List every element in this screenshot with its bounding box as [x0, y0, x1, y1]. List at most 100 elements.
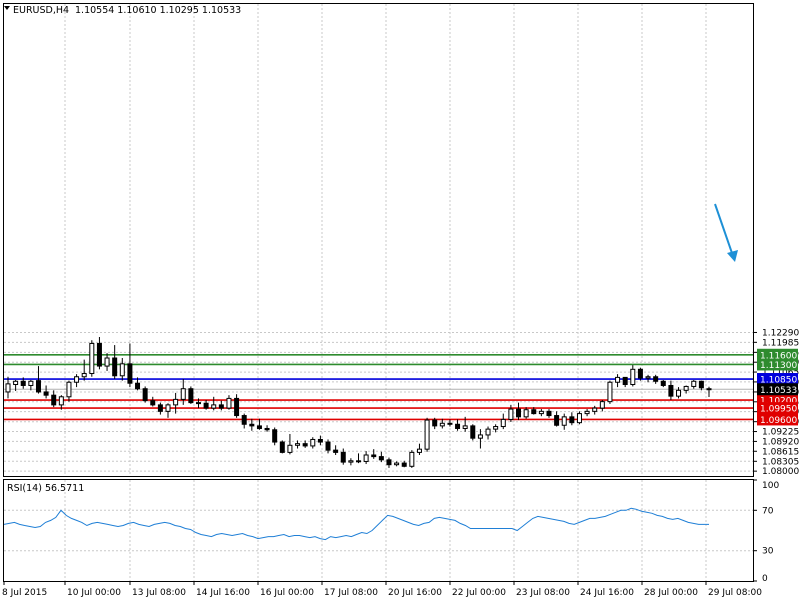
candle: [660, 379, 666, 388]
candle: [561, 413, 567, 430]
level-price-label: 1.11600: [760, 351, 797, 361]
candle-body-bull: [599, 401, 605, 409]
candle-body-bear: [188, 388, 194, 404]
x-tick-label: 24 Jul 16:00: [580, 588, 634, 598]
candle-body-bull: [592, 407, 598, 412]
candle-body-bull: [295, 443, 301, 446]
candle-body-bull: [13, 380, 19, 386]
candle: [546, 409, 552, 418]
candle-body-bear: [546, 410, 552, 417]
candle: [195, 398, 201, 409]
candle: [645, 374, 651, 383]
candle: [531, 407, 537, 415]
candle-body-bear: [554, 415, 560, 426]
candle: [554, 411, 560, 427]
candle: [584, 409, 590, 417]
candle: [378, 451, 384, 463]
candle-body-bull: [226, 397, 232, 409]
candle: [516, 402, 522, 421]
level-price-tag: [757, 348, 798, 361]
candle: [302, 440, 308, 448]
x-tick-label: 16 Jul 00:00: [260, 588, 314, 598]
candle-body-bull: [630, 368, 636, 386]
candle-body-bear: [241, 415, 247, 425]
candle-body-bull: [180, 388, 186, 400]
candle: [173, 392, 179, 414]
candle: [462, 416, 468, 432]
candle: [592, 405, 598, 415]
candle: [409, 450, 415, 468]
candle: [523, 407, 529, 419]
y-tick-label: 1.08615: [762, 447, 799, 457]
candle: [500, 413, 506, 430]
candle: [241, 413, 247, 429]
candle-body-bull: [287, 444, 293, 453]
candle-body-bear: [150, 400, 156, 406]
candle-body-bear: [622, 376, 628, 386]
candle: [142, 386, 148, 403]
candle: [272, 427, 278, 446]
candle: [226, 395, 232, 410]
candle-body-bear: [279, 441, 285, 453]
candle-body-bull: [493, 426, 499, 430]
level-price-tag: [757, 402, 798, 415]
candle: [470, 424, 476, 441]
candle-body-bull: [576, 413, 582, 424]
y-tick-label: 1.11985: [762, 338, 799, 348]
candle-body-bear: [264, 427, 270, 431]
candle-body-bull: [28, 380, 34, 386]
candle: [249, 418, 255, 431]
candle-body-bear: [317, 438, 323, 443]
candle: [20, 377, 26, 389]
candle-body-bull: [691, 380, 697, 387]
candle-body-bear: [531, 409, 537, 415]
candle: [401, 460, 407, 468]
candle-body-bull: [104, 357, 110, 367]
candle: [287, 433, 293, 455]
dropdown-triangle-icon[interactable]: [4, 6, 10, 10]
rsi-indicator-label: RSI(14) 56.5711: [7, 483, 84, 494]
candle: [371, 449, 377, 459]
candle-body-bull: [615, 376, 621, 383]
level-price-tag: [757, 373, 798, 386]
rsi-tick-label: 70: [762, 506, 774, 516]
candle-body-bull: [500, 418, 506, 428]
candle: [127, 343, 133, 388]
grid-layer: [4, 4, 753, 581]
level-price-tag: [757, 358, 798, 371]
candle-body-bear: [706, 388, 712, 391]
candle: [28, 379, 34, 391]
candle: [279, 440, 285, 454]
candle: [74, 374, 80, 388]
candle-body-bull: [645, 376, 651, 379]
candle: [637, 367, 643, 381]
candle: [317, 435, 323, 446]
candle-body-bear: [668, 384, 674, 397]
candle: [211, 396, 217, 411]
candle: [13, 379, 19, 391]
candle: [653, 374, 659, 384]
candle: [150, 396, 156, 407]
candle-body-bull: [173, 398, 179, 406]
candle-body-bull: [74, 376, 80, 383]
x-tick-label: 29 Jul 08:00: [708, 588, 762, 598]
candle: [615, 374, 621, 388]
level-lines-layer: [4, 353, 753, 421]
candle-body-bear: [256, 425, 262, 429]
candle: [394, 461, 400, 467]
candle-body-bear: [371, 454, 377, 458]
candle-body-bear: [698, 380, 704, 389]
candle-body-bull: [211, 404, 217, 409]
candle-body-bear: [340, 451, 346, 463]
candle: [668, 380, 674, 401]
candle: [112, 345, 118, 380]
candle: [538, 409, 544, 417]
level-price-label: 1.09600: [760, 416, 797, 426]
candle: [104, 353, 110, 371]
candle: [691, 379, 697, 389]
candle: [508, 404, 514, 423]
ohlc-values: 1.10554 1.10610 1.10295 1.10533: [75, 5, 241, 16]
candle-body-bull: [165, 404, 171, 412]
candle: [455, 419, 461, 431]
